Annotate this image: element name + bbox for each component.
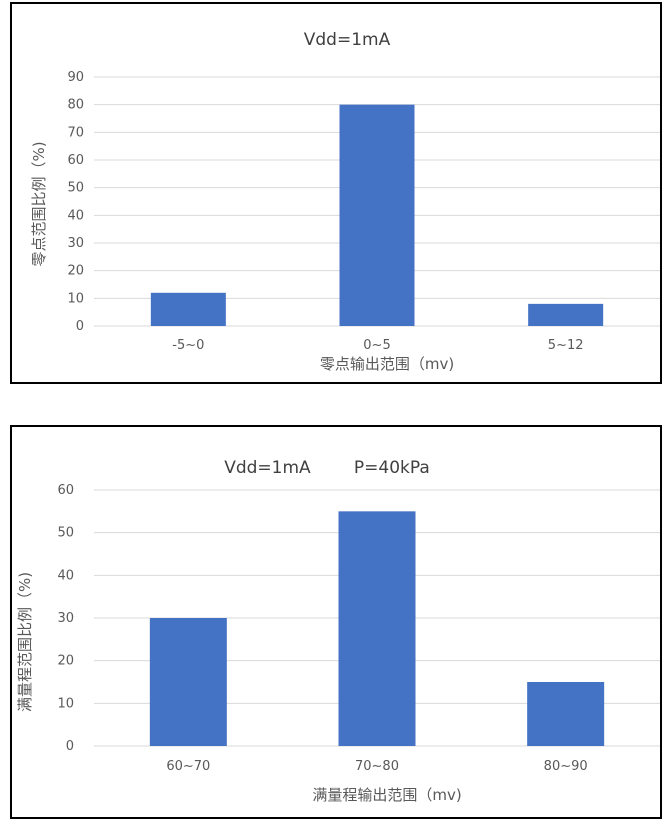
y-tick-label: 20 bbox=[67, 264, 84, 279]
y-tick-label: 50 bbox=[67, 181, 84, 196]
x-tick-label: 0~5 bbox=[363, 338, 390, 353]
x-axis-label: 满量程输出范围（mv) bbox=[312, 786, 461, 804]
y-tick-label: 30 bbox=[57, 611, 74, 626]
chart-panel-zero-point: Vdd=1mA 0 10 20 30 40 50 60 70 80 90 -5~0 0~5 5~12 … bbox=[10, 2, 662, 384]
y-tick-label: 40 bbox=[67, 208, 84, 223]
y-tick-label: 90 bbox=[67, 70, 84, 85]
chart-title: Vdd=1mA bbox=[304, 30, 391, 50]
y-tick-label: 50 bbox=[57, 526, 74, 541]
y-axis-label: 零点范围比例（%) bbox=[30, 141, 48, 266]
bar bbox=[528, 304, 603, 326]
x-axis-label: 零点输出范围（mv) bbox=[320, 355, 454, 373]
y-tick-label: 30 bbox=[67, 236, 84, 251]
y-tick-label: 10 bbox=[57, 696, 74, 711]
x-tick-label: 60~70 bbox=[166, 759, 210, 774]
y-tick-label: 20 bbox=[57, 654, 74, 669]
y-tick-label: 40 bbox=[57, 568, 74, 583]
x-tick-label: 5~12 bbox=[548, 338, 584, 353]
x-tick-label: 70~80 bbox=[355, 759, 399, 774]
y-axis-label: 满量程范围比例（%) bbox=[16, 572, 34, 712]
bar bbox=[340, 105, 415, 326]
y-tick-label: 0 bbox=[66, 739, 74, 754]
y-tick-label: 10 bbox=[67, 291, 84, 306]
y-tick-label: 60 bbox=[67, 153, 84, 168]
bar bbox=[339, 511, 416, 746]
y-tick-label: 80 bbox=[67, 98, 84, 113]
bar bbox=[527, 682, 604, 746]
bar bbox=[150, 618, 227, 746]
chart-title: Vdd=1mA P=40kPa bbox=[224, 458, 430, 478]
y-tick-label: 0 bbox=[76, 319, 84, 334]
bar bbox=[151, 293, 226, 326]
chart-panel-full-scale: Vdd=1mA P=40kPa 0 10 20 30 40 50 60 60~70 70~80… bbox=[10, 425, 662, 819]
full-scale-bar-chart: Vdd=1mA P=40kPa 0 10 20 30 40 50 60 60~70 70~80… bbox=[12, 427, 664, 821]
y-tick-label: 60 bbox=[57, 483, 74, 498]
y-tick-label: 70 bbox=[67, 125, 84, 140]
x-tick-label: -5~0 bbox=[172, 338, 204, 353]
x-tick-label: 80~90 bbox=[544, 759, 588, 774]
